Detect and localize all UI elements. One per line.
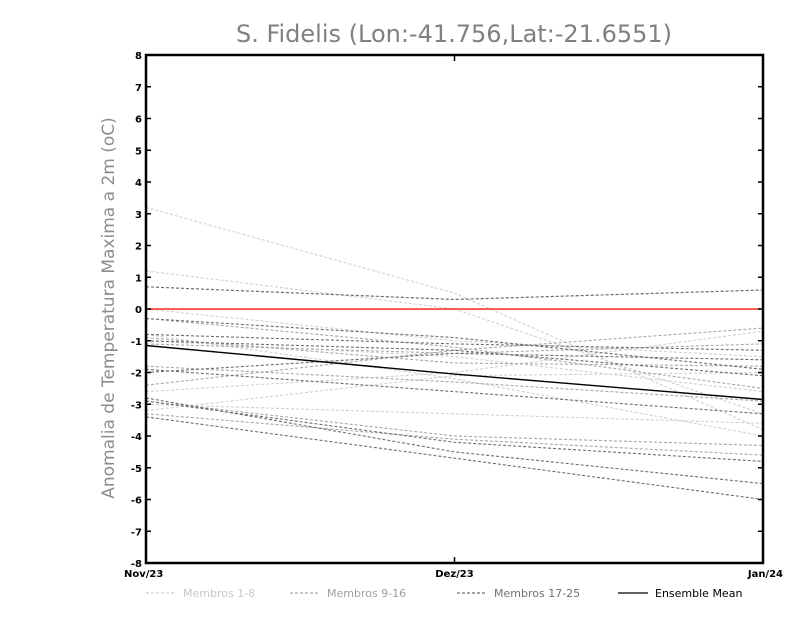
member-line-12: [145, 365, 764, 402]
member-line-4: [145, 330, 764, 393]
y-tick-label: 3: [135, 210, 142, 221]
y-tick-label: 8: [135, 51, 142, 62]
member-line-10: [145, 317, 764, 389]
x-axis-ticks: Nov/23 Dez/23 Jan/24: [124, 55, 783, 580]
member-line-20: [145, 340, 764, 377]
x-tick-label: Jan/24: [747, 569, 783, 580]
ensemble-mean-line: [145, 344, 764, 401]
member-line-23: [145, 397, 764, 485]
legend-label: Membros 9-16: [327, 587, 406, 600]
plot-lines: [145, 206, 764, 501]
member-line-3: [145, 308, 764, 358]
member-line-1: [145, 206, 764, 431]
member-line-22: [145, 368, 764, 415]
legend-label: Membros 1-8: [183, 587, 255, 600]
member-line-8: [145, 333, 764, 437]
x-tick-label: Dez/23: [435, 569, 474, 580]
member-line-15: [145, 337, 764, 367]
member-line-7: [145, 340, 764, 393]
member-line-6: [145, 371, 764, 412]
member-line-19: [145, 333, 764, 351]
y-tick-label: -7: [131, 527, 142, 538]
y-tick-label: -8: [131, 559, 142, 570]
member-line-17: [145, 286, 764, 301]
y-tick-label: 2: [135, 242, 142, 253]
y-axis-ticks: 8 7 6 5 4 3 2 1 0 -1 -2 -3 -4 -5 -6 -7 -8: [131, 51, 763, 570]
member-line-14: [145, 400, 764, 447]
y-tick-label: 0: [135, 305, 142, 316]
y-tick-label: 1: [135, 273, 142, 284]
chart-title: S. Fidelis (Lon:-41.756,Lat:-21.6551): [236, 20, 672, 48]
y-tick-label: 4: [135, 178, 142, 189]
member-line-5: [145, 403, 764, 424]
y-tick-label: 6: [135, 115, 142, 126]
member-line-24: [145, 416, 764, 501]
member-line-21: [145, 352, 764, 374]
y-tick-label: 7: [135, 83, 142, 94]
y-tick-label: -1: [131, 337, 142, 348]
y-tick-label: -4: [131, 432, 142, 443]
member-line-13: [145, 327, 764, 386]
y-axis-label: Anomalia de Temperatura Maxima a 2m (oC): [99, 117, 119, 499]
y-tick-label: 5: [135, 146, 142, 157]
member-line-25: [145, 400, 764, 462]
y-tick-label: -5: [131, 464, 142, 475]
member-line-18: [145, 317, 764, 370]
legend-label: Membros 17-25: [494, 587, 580, 600]
member-line-16: [145, 413, 764, 456]
y-tick-label: -2: [131, 369, 142, 380]
x-tick-label: Nov/23: [124, 569, 163, 580]
member-line-11: [145, 343, 764, 354]
y-tick-label: -6: [131, 496, 142, 507]
y-tick-label: -3: [131, 400, 142, 411]
legend-label: Ensemble Mean: [655, 587, 742, 600]
legend: Membros 1-8 Membros 9-16 Membros 17-25 Ense…: [146, 587, 742, 600]
